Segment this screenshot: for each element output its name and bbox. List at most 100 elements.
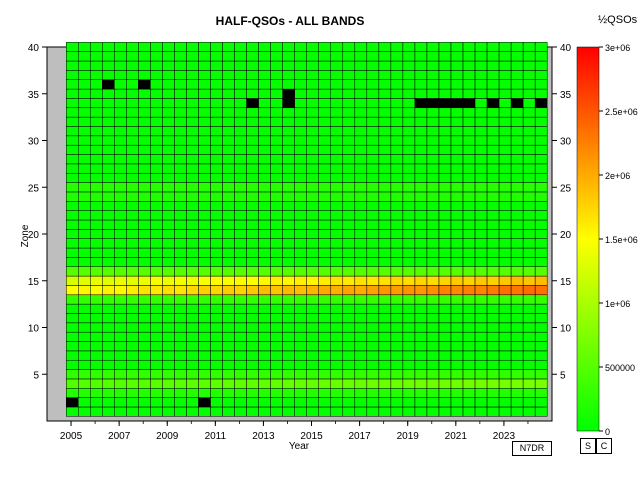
heatmap-cell <box>174 322 187 333</box>
x-axis-label: Year <box>289 441 310 452</box>
heatmap-cell <box>210 350 223 361</box>
heatmap-cell <box>402 154 416 165</box>
x-tick-label: 2007 <box>108 431 131 442</box>
heatmap-cell <box>246 70 259 80</box>
heatmap-cell <box>270 70 283 80</box>
heatmap-cell <box>426 359 440 370</box>
heatmap-cell <box>378 275 392 286</box>
heatmap-cell <box>354 275 368 286</box>
heatmap-cell <box>318 266 332 277</box>
heatmap-cell <box>330 182 344 193</box>
heatmap-cell <box>282 163 295 174</box>
heatmap-cell <box>438 397 452 408</box>
heatmap-cell <box>534 201 548 211</box>
heatmap-cell <box>186 42 199 52</box>
heatmap-cell <box>306 201 319 211</box>
heatmap-cell <box>450 210 464 221</box>
heatmap-cell <box>258 116 271 127</box>
heatmap-cell <box>306 266 319 277</box>
s-button[interactable]: S <box>580 438 596 454</box>
heatmap-cell <box>234 341 247 352</box>
heatmap-cell <box>294 350 307 361</box>
heatmap-cell <box>402 144 416 155</box>
heatmap-cell <box>318 294 332 305</box>
heatmap-cell <box>402 313 416 324</box>
heatmap-cell <box>210 378 223 389</box>
heatmap-cell <box>426 51 440 62</box>
heatmap-cell <box>462 154 476 165</box>
heatmap-cell <box>222 163 235 174</box>
heatmap-cell <box>378 350 392 361</box>
c-button[interactable]: C <box>596 438 612 454</box>
heatmap-cell <box>354 247 368 258</box>
heatmap-cell <box>330 303 344 314</box>
heatmap-cell <box>306 350 319 361</box>
heatmap-cell <box>294 107 307 118</box>
heatmap-cell <box>402 266 416 277</box>
heatmap-cell <box>126 397 139 408</box>
heatmap-cell <box>438 257 452 267</box>
heatmap-cell <box>402 182 416 193</box>
heatmap-cell <box>306 303 319 314</box>
heatmap-cell <box>306 341 319 352</box>
heatmap-cell <box>366 397 380 408</box>
heatmap-cell <box>246 266 259 277</box>
heatmap-cell <box>114 359 127 370</box>
heatmap-cell <box>426 322 440 333</box>
heatmap-cell <box>65 331 79 342</box>
heatmap-cell <box>186 313 199 324</box>
heatmap-cell <box>510 219 524 230</box>
heatmap-cell <box>174 359 187 370</box>
x-tick-label: 2015 <box>300 431 323 442</box>
heatmap-cell <box>198 266 211 277</box>
heatmap-cell <box>198 116 211 127</box>
heatmap-cell <box>222 107 235 118</box>
heatmap-cell <box>402 219 416 230</box>
heatmap-cell <box>414 191 428 202</box>
heatmap-cell <box>186 144 199 155</box>
heatmap-cell <box>114 126 127 137</box>
heatmap-cell <box>234 322 247 333</box>
heatmap-cell <box>450 238 464 249</box>
heatmap-cell <box>162 378 175 389</box>
heatmap-cell <box>378 369 392 380</box>
heatmap-cell <box>162 275 175 286</box>
heatmap-cell <box>246 294 259 305</box>
heatmap-cell <box>522 88 536 99</box>
heatmap-cell <box>102 313 115 324</box>
heatmap-cell <box>186 378 199 389</box>
heatmap-cell <box>234 350 247 361</box>
heatmap-cell <box>246 313 259 324</box>
heatmap-cell <box>114 154 127 165</box>
heatmap-cell <box>174 397 187 408</box>
heatmap-cell <box>450 70 464 80</box>
heatmap-cell <box>330 126 344 137</box>
heatmap-cell <box>522 229 536 239</box>
heatmap-cell <box>330 144 344 155</box>
heatmap-cell <box>486 313 500 324</box>
heatmap-cell <box>126 154 139 165</box>
heatmap-cell <box>498 406 512 417</box>
heatmap-cell <box>510 266 524 277</box>
heatmap-cell <box>126 116 139 127</box>
heatmap-cell <box>90 219 103 230</box>
heatmap-cell <box>426 163 440 174</box>
heatmap-cell <box>138 70 151 80</box>
heatmap-cell <box>522 70 536 80</box>
heatmap-cell <box>318 60 332 71</box>
heatmap-cell <box>246 60 259 71</box>
heatmap-cell <box>114 406 127 417</box>
heatmap-cell <box>282 42 295 52</box>
heatmap-cell <box>378 388 392 398</box>
heatmap-cell <box>246 303 259 314</box>
heatmap-cell <box>366 247 380 258</box>
heatmap-cell <box>498 388 512 398</box>
heatmap-cell <box>474 313 488 324</box>
heatmap-cell <box>342 201 356 211</box>
heatmap-cell <box>414 257 428 267</box>
heatmap-cell <box>318 313 332 324</box>
heatmap-cell <box>378 303 392 314</box>
heatmap-cell <box>126 60 139 71</box>
heatmap-cell <box>210 285 223 296</box>
heatmap-cell <box>426 107 440 118</box>
